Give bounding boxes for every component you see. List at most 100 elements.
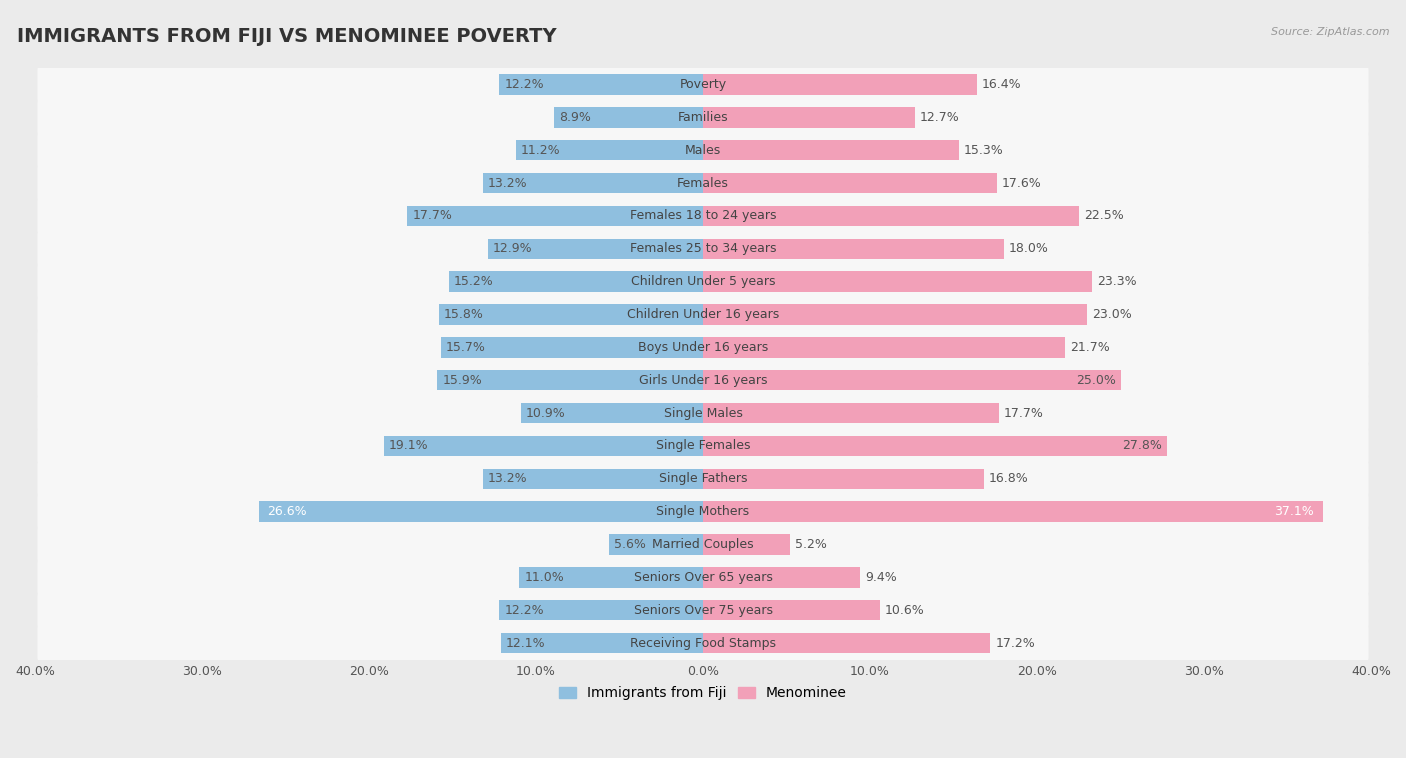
Text: 17.2%: 17.2% — [995, 637, 1035, 650]
Text: 21.7%: 21.7% — [1070, 341, 1111, 354]
Bar — [703, 534, 790, 555]
FancyBboxPatch shape — [38, 263, 1368, 300]
FancyBboxPatch shape — [38, 164, 1368, 202]
Bar — [519, 567, 703, 587]
Text: Males: Males — [685, 144, 721, 157]
Text: Source: ZipAtlas.com: Source: ZipAtlas.com — [1271, 27, 1389, 36]
Text: 10.6%: 10.6% — [884, 603, 925, 617]
Text: Single Males: Single Males — [664, 406, 742, 420]
Text: 13.2%: 13.2% — [488, 177, 527, 190]
Text: Seniors Over 75 years: Seniors Over 75 years — [634, 603, 772, 617]
Text: Children Under 5 years: Children Under 5 years — [631, 275, 775, 288]
Text: 37.1%: 37.1% — [1274, 505, 1315, 518]
Bar — [703, 567, 860, 587]
Text: Girls Under 16 years: Girls Under 16 years — [638, 374, 768, 387]
Text: 15.8%: 15.8% — [444, 308, 484, 321]
Bar — [703, 403, 998, 423]
Text: 23.0%: 23.0% — [1092, 308, 1132, 321]
Text: 5.2%: 5.2% — [794, 538, 827, 551]
FancyBboxPatch shape — [38, 131, 1368, 169]
Text: Single Fathers: Single Fathers — [659, 472, 747, 485]
Text: 17.7%: 17.7% — [1004, 406, 1043, 420]
FancyBboxPatch shape — [38, 625, 1368, 662]
FancyBboxPatch shape — [38, 460, 1368, 497]
FancyBboxPatch shape — [38, 394, 1368, 432]
Bar — [259, 502, 703, 522]
Text: 11.0%: 11.0% — [524, 571, 564, 584]
Text: 16.4%: 16.4% — [981, 78, 1022, 91]
Text: 15.3%: 15.3% — [963, 144, 1004, 157]
Text: Married Couples: Married Couples — [652, 538, 754, 551]
Text: 17.7%: 17.7% — [412, 209, 453, 222]
Text: Single Mothers: Single Mothers — [657, 505, 749, 518]
Bar — [516, 140, 703, 161]
Bar — [499, 600, 703, 620]
Bar — [554, 107, 703, 127]
FancyBboxPatch shape — [38, 329, 1368, 366]
Bar — [522, 403, 703, 423]
Bar — [703, 205, 1078, 226]
Bar — [501, 633, 703, 653]
Text: 18.0%: 18.0% — [1008, 243, 1049, 255]
FancyBboxPatch shape — [38, 197, 1368, 235]
Text: Boys Under 16 years: Boys Under 16 years — [638, 341, 768, 354]
Text: 15.2%: 15.2% — [454, 275, 494, 288]
FancyBboxPatch shape — [38, 99, 1368, 136]
FancyBboxPatch shape — [38, 296, 1368, 334]
Bar — [384, 436, 703, 456]
FancyBboxPatch shape — [38, 428, 1368, 465]
Bar — [703, 370, 1121, 390]
Bar — [449, 271, 703, 292]
Bar — [703, 239, 1004, 259]
Text: 19.1%: 19.1% — [389, 440, 429, 453]
Bar — [437, 370, 703, 390]
Text: Children Under 16 years: Children Under 16 years — [627, 308, 779, 321]
Text: 5.6%: 5.6% — [614, 538, 647, 551]
FancyBboxPatch shape — [38, 526, 1368, 563]
Bar — [439, 304, 703, 324]
Bar — [482, 173, 703, 193]
Text: Families: Families — [678, 111, 728, 124]
Text: 16.8%: 16.8% — [988, 472, 1028, 485]
Text: 15.9%: 15.9% — [443, 374, 482, 387]
Bar — [703, 337, 1066, 358]
Text: Females 18 to 24 years: Females 18 to 24 years — [630, 209, 776, 222]
Text: Single Females: Single Females — [655, 440, 751, 453]
Bar — [703, 600, 880, 620]
Bar — [499, 74, 703, 95]
Bar — [703, 140, 959, 161]
Text: 12.9%: 12.9% — [492, 243, 533, 255]
Bar — [408, 205, 703, 226]
Text: 23.3%: 23.3% — [1097, 275, 1137, 288]
Text: 12.1%: 12.1% — [506, 637, 546, 650]
Text: Poverty: Poverty — [679, 78, 727, 91]
Text: 25.0%: 25.0% — [1076, 374, 1115, 387]
Bar — [703, 107, 915, 127]
Text: 17.6%: 17.6% — [1002, 177, 1042, 190]
Bar — [703, 502, 1323, 522]
Bar — [703, 271, 1092, 292]
Bar — [488, 239, 703, 259]
FancyBboxPatch shape — [38, 591, 1368, 629]
Text: 22.5%: 22.5% — [1084, 209, 1123, 222]
Bar — [703, 173, 997, 193]
Bar — [703, 633, 990, 653]
Legend: Immigrants from Fiji, Menominee: Immigrants from Fiji, Menominee — [554, 681, 852, 706]
FancyBboxPatch shape — [38, 362, 1368, 399]
Text: 26.6%: 26.6% — [267, 505, 307, 518]
FancyBboxPatch shape — [38, 559, 1368, 596]
Text: 12.2%: 12.2% — [505, 603, 544, 617]
Bar — [482, 468, 703, 489]
Text: Receiving Food Stamps: Receiving Food Stamps — [630, 637, 776, 650]
Bar — [703, 468, 984, 489]
Text: 13.2%: 13.2% — [488, 472, 527, 485]
Text: 12.7%: 12.7% — [920, 111, 960, 124]
Text: Females 25 to 34 years: Females 25 to 34 years — [630, 243, 776, 255]
Bar — [703, 436, 1167, 456]
FancyBboxPatch shape — [38, 493, 1368, 531]
Bar — [441, 337, 703, 358]
Text: 8.9%: 8.9% — [560, 111, 592, 124]
Text: 12.2%: 12.2% — [505, 78, 544, 91]
FancyBboxPatch shape — [38, 230, 1368, 268]
Text: 11.2%: 11.2% — [522, 144, 561, 157]
